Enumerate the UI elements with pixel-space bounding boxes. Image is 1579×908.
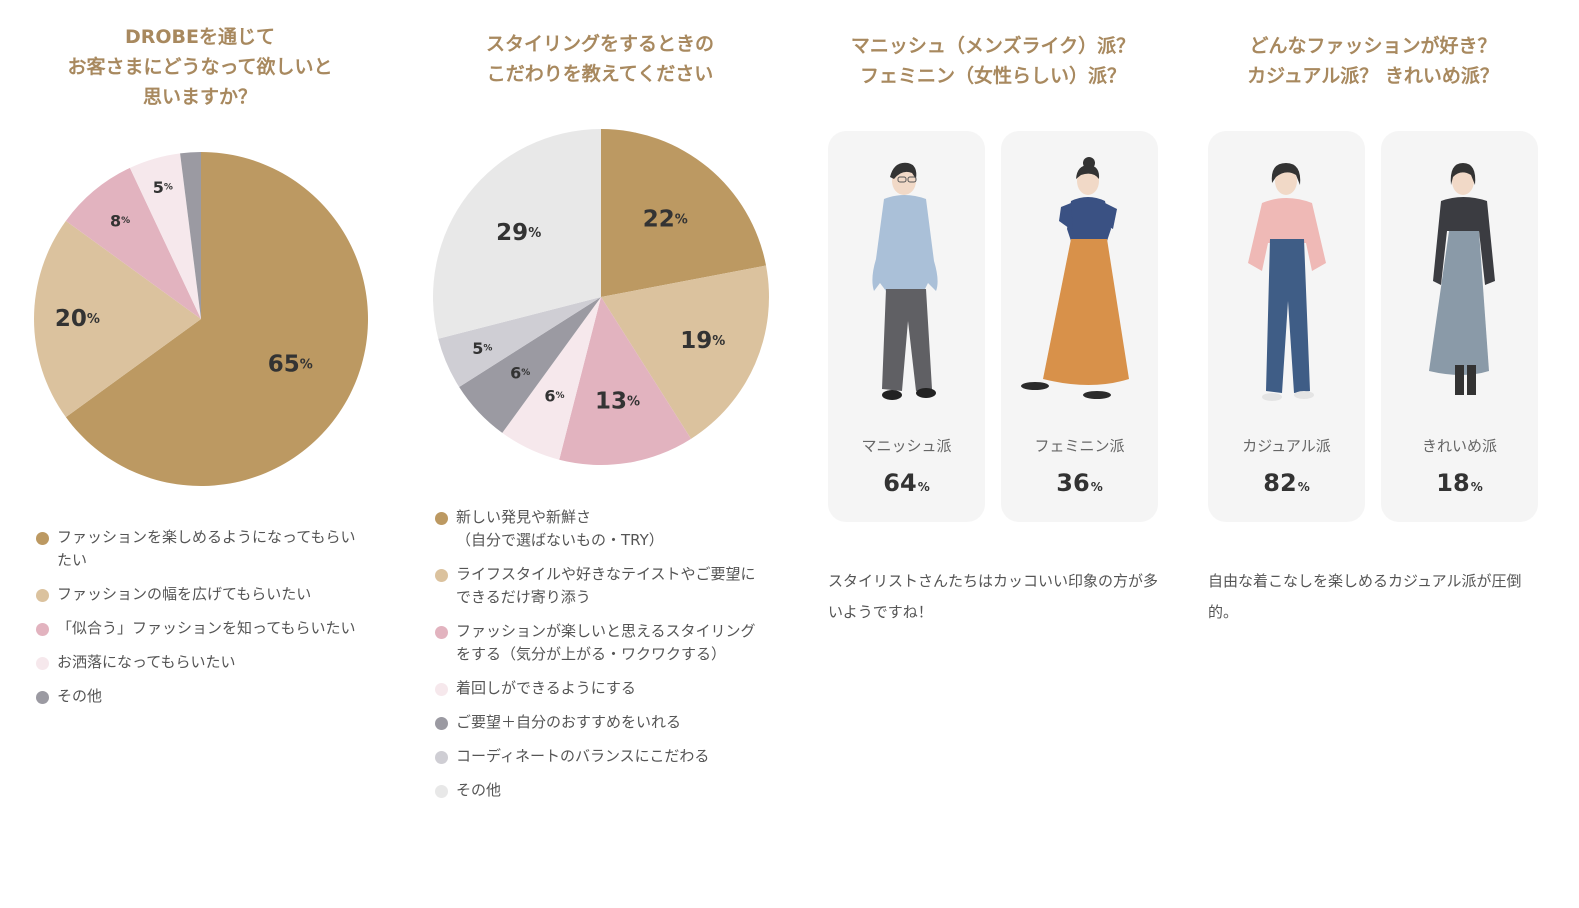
kireime-card: きれいめ派 18% [1381, 131, 1538, 522]
legend-item: ファッションの幅を広げてもらいたい [36, 583, 361, 606]
legend-label: お洒落になってもらいたい [57, 653, 236, 671]
legend-color-dot [435, 785, 448, 798]
pie-percentage-label: 6% [510, 363, 530, 382]
legend-label: その他 [456, 781, 502, 799]
casual-label: カジュアル派 [1242, 437, 1331, 455]
pie-slice [433, 129, 601, 339]
pie-slice [129, 153, 201, 319]
pie-percentage-label: 5% [472, 339, 492, 358]
legend-label: ファッションを楽しめるようになってもらいたい [57, 528, 356, 569]
chart1-title: DROBEを通じて お客さまにどうなって欲しいと 思いますか？ [67, 26, 333, 108]
comparison1-note: スタイリストさんたちはカッコいい印象の方が多いようですね！ [828, 572, 1159, 621]
legend-color-dot [435, 751, 448, 764]
legend-color-dot [36, 532, 49, 545]
legend-label: ファッションの幅を広げてもらいたい [57, 585, 312, 603]
manish-label: マニッシュ派 [861, 437, 952, 455]
legend-item: ライフスタイルや好きなテイストやご要望にできるだけ寄り添う [435, 563, 760, 609]
feminine-label: フェミニン派 [1034, 437, 1125, 455]
legend-label: コーディネートのバランスにこだわる [456, 747, 710, 765]
legend-item: ファッションが楽しいと思えるスタイリングをする（気分が上がる・ワクワクする） [435, 620, 760, 666]
feminine-figure [1021, 157, 1129, 399]
casual-percentage: 82% [1263, 469, 1310, 497]
manish-card: マニッシュ派 64% [828, 131, 985, 522]
pie-slice [438, 297, 601, 388]
legend-item: お洒落になってもらいたい [36, 651, 361, 674]
feminine-percentage: 36% [1056, 469, 1103, 497]
pie-slice [33, 220, 201, 418]
kireime-figure [1429, 163, 1495, 395]
legend-item: 新しい発見や新鮮さ （自分で選ばないもの・TRY） [435, 506, 760, 552]
legend-label: 「似合う」ファッションを知ってもらいたい [57, 619, 356, 637]
kireime-percentage: 18% [1436, 469, 1483, 497]
legend-color-dot [36, 589, 49, 602]
legend-color-dot [435, 512, 448, 525]
pie-slice [559, 297, 692, 465]
legend-2: 新しい発見や新鮮さ （自分で選ばないもの・TRY） ライフスタイルや好きなテイスト… [435, 506, 760, 813]
legend-item: ファッションを楽しめるようになってもらいたい [36, 526, 361, 572]
pie-slice [601, 265, 769, 439]
comparison1-title: マニッシュ（メンズライク）派？ フェミニン（女性らしい）派？ [850, 35, 1136, 87]
legend-color-dot [435, 683, 448, 696]
legend-item: その他 [36, 685, 361, 708]
legend-color-dot [435, 626, 448, 639]
legend-color-dot [36, 691, 49, 704]
legend-item: 「似合う」ファッションを知ってもらいたい [36, 617, 361, 640]
casual-card: カジュアル派 82% [1208, 131, 1365, 522]
feminine-card: フェミニン派 36% [1001, 131, 1158, 522]
legend-label: 新しい発見や新鮮さ （自分で選ばないもの・TRY） [456, 508, 664, 549]
comparison2-title: どんなファッションが好き？ カジュアル派？ きれいめ派？ [1247, 35, 1499, 87]
legend-item: 着回しができるようにする [435, 677, 760, 700]
legend-label: ライフスタイルや好きなテイストやご要望にできるだけ寄り添う [456, 565, 756, 606]
legend-1: ファッションを楽しめるようになってもらいたいファッションの幅を広げてもらいたい「… [36, 526, 361, 719]
pie-slice [601, 129, 767, 297]
pie-chart-2: 22%19%13%6%6%5%29% [433, 129, 769, 465]
pie-slice [502, 297, 601, 460]
legend-color-dot [435, 717, 448, 730]
pie-slice [65, 167, 201, 319]
manish-percentage: 64% [883, 469, 930, 497]
pie-percentage-label: 8% [110, 212, 130, 231]
pie-slice [459, 297, 601, 433]
manish-figure [872, 162, 938, 400]
legend-label: ファッションが楽しいと思えるスタイリングをする（気分が上がる・ワクワクする） [456, 622, 756, 663]
legend-label: ご要望＋自分のおすすめをいれる [456, 713, 682, 731]
kireime-label: きれいめ派 [1421, 437, 1497, 455]
pie-percentage-label: 6% [544, 386, 564, 405]
comparison2-note: 自由な着こなしを楽しめるカジュアル派が圧倒的。 [1208, 572, 1522, 621]
casual-figure [1248, 163, 1326, 401]
legend-item: その他 [435, 779, 760, 802]
pie-slice [65, 152, 369, 487]
pie-percentage-label: 5% [153, 178, 173, 197]
legend-label: 着回しができるようにする [456, 679, 636, 697]
pie-slice [180, 152, 201, 319]
legend-color-dot [36, 657, 49, 670]
legend-label: その他 [57, 687, 103, 705]
chart2-title: スタイリングをするときの こだわりを教えてください [485, 33, 714, 85]
legend-item: ご要望＋自分のおすすめをいれる [435, 711, 760, 734]
pie-chart-1: 65%20%8%5% [33, 152, 369, 487]
legend-color-dot [36, 623, 49, 636]
legend-item: コーディネートのバランスにこだわる [435, 745, 760, 768]
legend-color-dot [435, 569, 448, 582]
